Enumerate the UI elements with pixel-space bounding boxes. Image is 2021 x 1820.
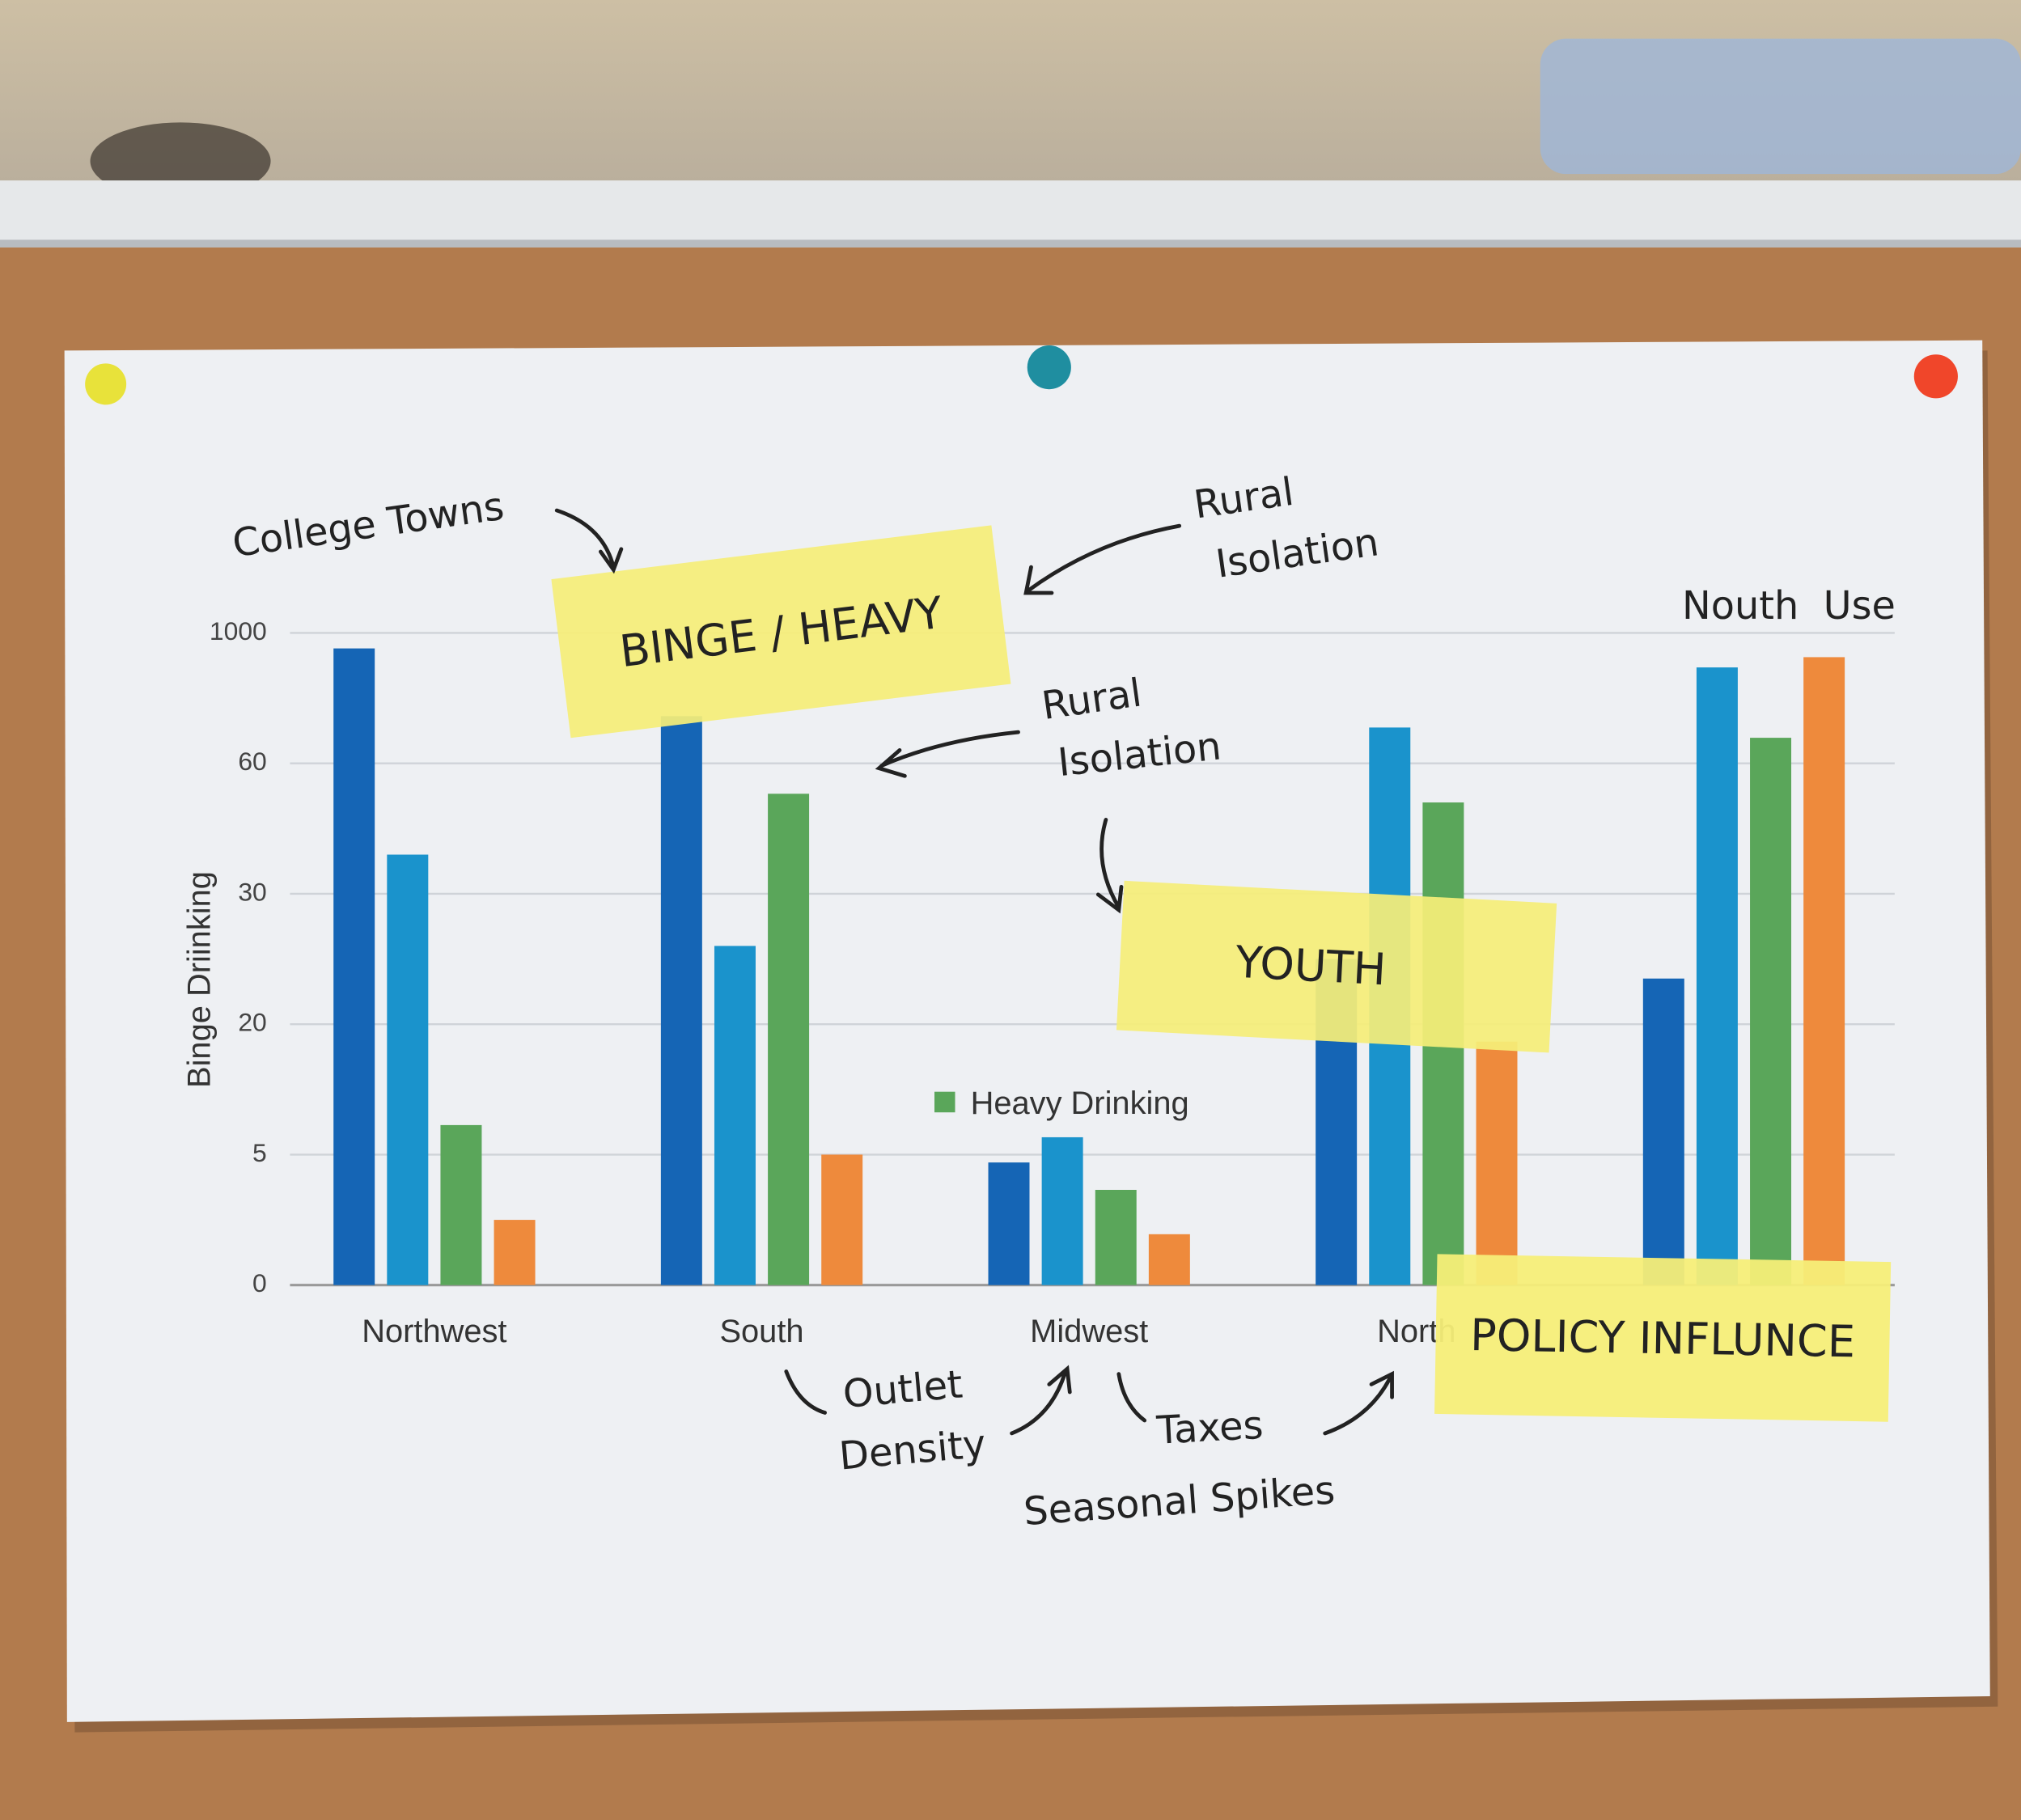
sticky-note: BINGE / HEAVY (551, 525, 1011, 739)
frame-edge (0, 239, 2021, 248)
bar (768, 794, 810, 1285)
bar (1476, 1041, 1518, 1285)
note-paper (551, 525, 1011, 739)
y-tick-label: 0 (252, 1268, 267, 1297)
bar (1095, 1189, 1137, 1285)
y-tick-label: 30 (238, 877, 266, 906)
arrow (1323, 1370, 1394, 1436)
bar (660, 716, 702, 1285)
note-text: YOUTH (1234, 937, 1388, 996)
overlays: BINGE / HEAVY YOUTH POLICY INFLUNCE Coll… (230, 470, 1896, 1534)
bar (333, 648, 375, 1285)
pin (1027, 345, 1071, 390)
y-tick-label: 1000 (210, 616, 267, 645)
y-tick-label: 60 (238, 747, 266, 776)
x-tick-label: Midwest (1030, 1314, 1148, 1349)
legend-swatch (934, 1091, 955, 1113)
arrow (1095, 818, 1124, 914)
bar (988, 1162, 1030, 1285)
bar (440, 1124, 482, 1285)
bar (714, 946, 756, 1285)
arrow (1023, 523, 1182, 595)
bar (494, 1220, 536, 1285)
arrow (554, 508, 624, 574)
y-axis-label: Binge Driinking (182, 871, 218, 1088)
annotation: Nouth Use (1682, 584, 1896, 629)
y-tick-label: 20 (238, 1008, 266, 1037)
bar (1642, 978, 1684, 1285)
pin (85, 363, 127, 405)
arrow (1116, 1372, 1147, 1423)
legend-label: Heavy Drinking (971, 1086, 1189, 1121)
x-tick-label: Northwest (362, 1314, 506, 1349)
bar (1803, 657, 1845, 1285)
bar (821, 1154, 863, 1285)
sticky-note: YOUTH (1116, 880, 1557, 1053)
x-tick-label: South (719, 1314, 803, 1349)
frame-rail (0, 180, 2021, 248)
arrow (875, 730, 1020, 778)
pin (1913, 354, 1958, 399)
bar (1696, 667, 1738, 1285)
window-blur (1540, 38, 2021, 175)
arrow (784, 1369, 827, 1415)
bar (1750, 738, 1792, 1285)
sticky-note: POLICY INFLUNCE (1434, 1254, 1892, 1422)
annotation: Outlet (841, 1362, 964, 1417)
y-tick-label: 5 (252, 1138, 267, 1167)
bar (387, 854, 429, 1285)
bar (1041, 1136, 1083, 1285)
annotation: Taxes (1155, 1403, 1264, 1454)
note-paper (1116, 880, 1557, 1053)
bar (1148, 1234, 1190, 1285)
note-text: POLICY INFLUNCE (1470, 1310, 1856, 1367)
note-paper (1434, 1254, 1892, 1422)
arrow (1010, 1365, 1072, 1436)
